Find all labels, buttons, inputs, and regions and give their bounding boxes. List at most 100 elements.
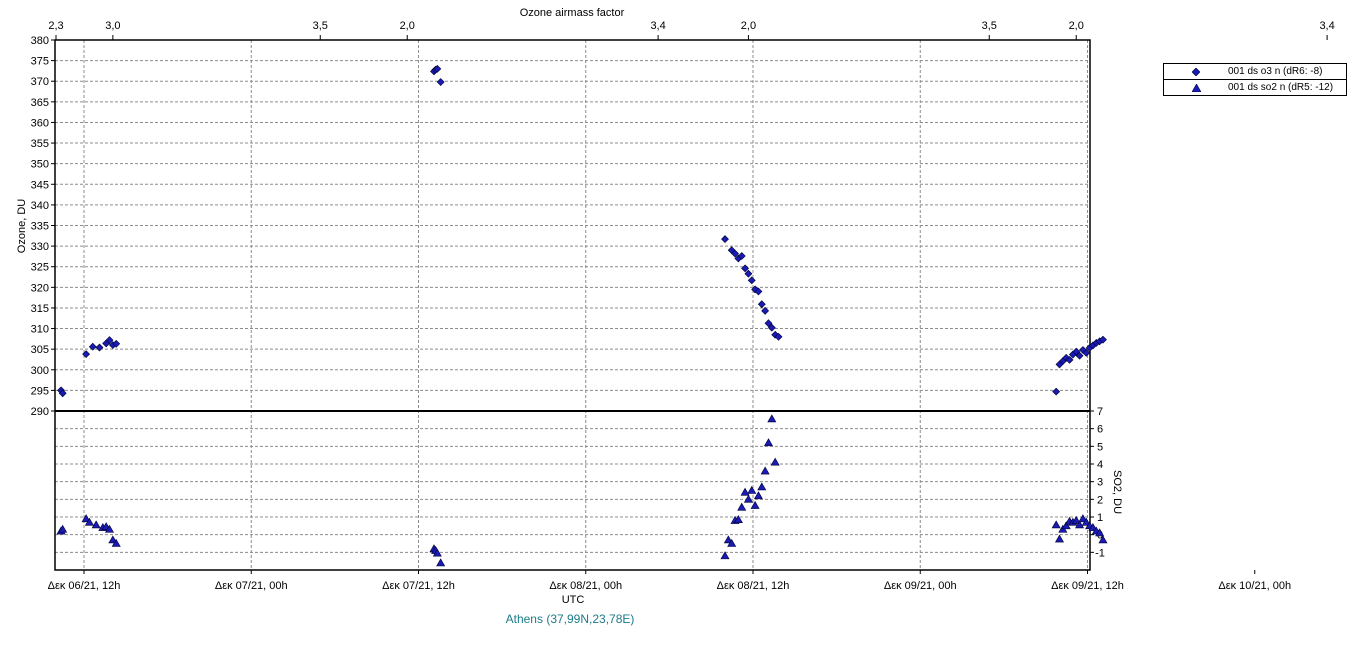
ozone-data-point — [761, 306, 770, 315]
so2-data-point — [1075, 520, 1085, 529]
ozone-data-point — [436, 78, 445, 86]
ozone-data-point — [764, 319, 773, 328]
so2-series — [56, 414, 1108, 567]
ozone-tick-label: 355 — [31, 138, 49, 150]
legend-label-ozone: 001 ds o3 n (dR6: -8) — [1228, 66, 1323, 77]
ozone-data-point — [767, 323, 776, 332]
so2-tick-label: 1 — [1097, 512, 1103, 524]
so2-tick-label: 4 — [1097, 459, 1103, 471]
so2-tick-label: -1 — [1095, 547, 1105, 559]
x-tick-label: Δεκ 07/21, 12h — [382, 580, 455, 592]
ozone-tick-label: 290 — [31, 406, 49, 418]
ozone-tick-label: 300 — [31, 365, 49, 377]
triangle-marker-icon — [1164, 83, 1228, 92]
ozone-data-point — [731, 249, 739, 258]
x-tick-label: Δεκ 09/21, 00h — [884, 580, 957, 592]
x-tick-label: Δεκ 08/21, 00h — [549, 580, 622, 592]
ozone-data-point — [721, 235, 729, 244]
legend-entry-so2: 001 ds so2 n (dR5: -12) — [1164, 79, 1346, 95]
ozone-data-point — [757, 300, 766, 309]
top-axis-ticks: 2,33,03,52,03,42,03,52,03,42,03,52,03,52… — [48, 20, 1335, 40]
ozone-data-point — [95, 343, 104, 352]
top-tick-label: 2,0 — [1069, 20, 1084, 32]
so2-data-point — [750, 500, 760, 509]
so2-tick-label: 7 — [1097, 406, 1103, 418]
ozone-data-point — [1052, 387, 1061, 396]
ozone-axis-ticks: 380 375 370 365 360 355 350 345 340 335 330 325 320 3… — [31, 35, 55, 418]
ozone-data-point — [105, 336, 114, 345]
chart-caption: Athens (37,99N,23,78E) — [506, 612, 635, 626]
so2-data-point — [767, 414, 777, 423]
plot-frame — [54, 39, 1091, 571]
ozone-data-point — [737, 252, 746, 260]
so2-tick-label: 3 — [1097, 477, 1103, 489]
x-tick-label: Δεκ 10/21, 00h — [1218, 580, 1291, 592]
ozone-axis-title: Ozone, DU — [16, 199, 28, 253]
so2-data-point — [1078, 514, 1088, 523]
so2-axis-title: SO2, DU — [1111, 470, 1123, 514]
top-tick-label: 2,0 — [400, 20, 415, 32]
so2-data-point — [747, 485, 757, 494]
ozone-data-point — [82, 350, 91, 359]
ozone-tick-label: 345 — [31, 179, 49, 191]
so2-data-point — [743, 494, 753, 503]
ozone-tick-label: 295 — [31, 385, 49, 397]
ozone-tick-label: 315 — [31, 303, 49, 315]
top-tick-label: 3,4 — [650, 20, 665, 32]
so2-data-point — [720, 551, 730, 560]
so2-data-point — [1071, 515, 1081, 524]
so2-data-point — [757, 482, 767, 491]
so2-data-point — [432, 548, 442, 557]
x-tick-label: Δεκ 07/21, 00h — [215, 580, 288, 592]
ozone-data-point — [741, 264, 749, 273]
ozone-tick-label: 340 — [31, 200, 49, 212]
so2-data-point — [108, 535, 118, 544]
diamond-marker-icon — [1164, 67, 1228, 76]
top-tick-label: 3,0 — [105, 20, 120, 32]
top-tick-label: 3,5 — [313, 20, 328, 32]
ozone-data-point — [1099, 335, 1107, 344]
ozone-data-point — [774, 332, 783, 341]
so2-data-point — [1051, 520, 1061, 529]
x-tick-label: Δεκ 08/21, 12h — [717, 580, 790, 592]
so2-data-point — [1081, 517, 1091, 526]
so2-data-point — [84, 517, 94, 526]
so2-data-point — [737, 502, 747, 511]
so2-data-point — [1095, 528, 1105, 537]
legend: 001 ds o3 n (dR6: -8) 001 ds so2 n (dR5:… — [1163, 63, 1347, 96]
so2-data-point — [723, 535, 733, 544]
ozone-tick-label: 350 — [31, 159, 49, 171]
so2-data-point — [1061, 521, 1071, 530]
ozone-data-point — [747, 276, 756, 285]
so2-data-point — [1088, 522, 1098, 531]
top-tick-label: 2,0 — [741, 20, 756, 32]
x-axis-title: UTC — [562, 594, 585, 606]
top-tick-label: 3,4 — [1319, 20, 1334, 32]
ozone-tick-label: 325 — [31, 262, 49, 274]
so2-tick-label: 6 — [1097, 424, 1103, 436]
ozone-data-point — [433, 64, 442, 73]
ozone-tick-label: 380 — [31, 35, 49, 47]
so2-data-point — [760, 466, 770, 475]
so2-data-point — [111, 538, 121, 547]
ozone-data-point — [1082, 348, 1091, 357]
plot-border — [54, 39, 1091, 571]
so2-data-point — [81, 514, 91, 523]
x-tick-label: Δεκ 09/21, 12h — [1051, 580, 1124, 592]
ozone-tick-label: 305 — [31, 344, 49, 356]
top-tick-label: 3,5 — [982, 20, 997, 32]
ozone-data-point — [1065, 355, 1074, 364]
so2-data-point — [436, 558, 446, 567]
ozone-tick-label: 330 — [31, 241, 49, 253]
legend-label-so2: 001 ds so2 n (dR5: -12) — [1228, 82, 1334, 93]
so2-data-point — [58, 524, 68, 533]
ozone-data-point — [88, 342, 97, 351]
ozone-tick-label: 360 — [31, 117, 49, 129]
ozone-tick-label: 335 — [31, 221, 49, 233]
so2-data-point — [733, 515, 743, 523]
ozone-data-point — [1075, 351, 1084, 360]
so2-data-point — [727, 538, 737, 547]
ozone-tick-label: 320 — [31, 282, 49, 294]
ozone-data-point — [744, 269, 753, 278]
ozone-data-point — [58, 389, 67, 398]
